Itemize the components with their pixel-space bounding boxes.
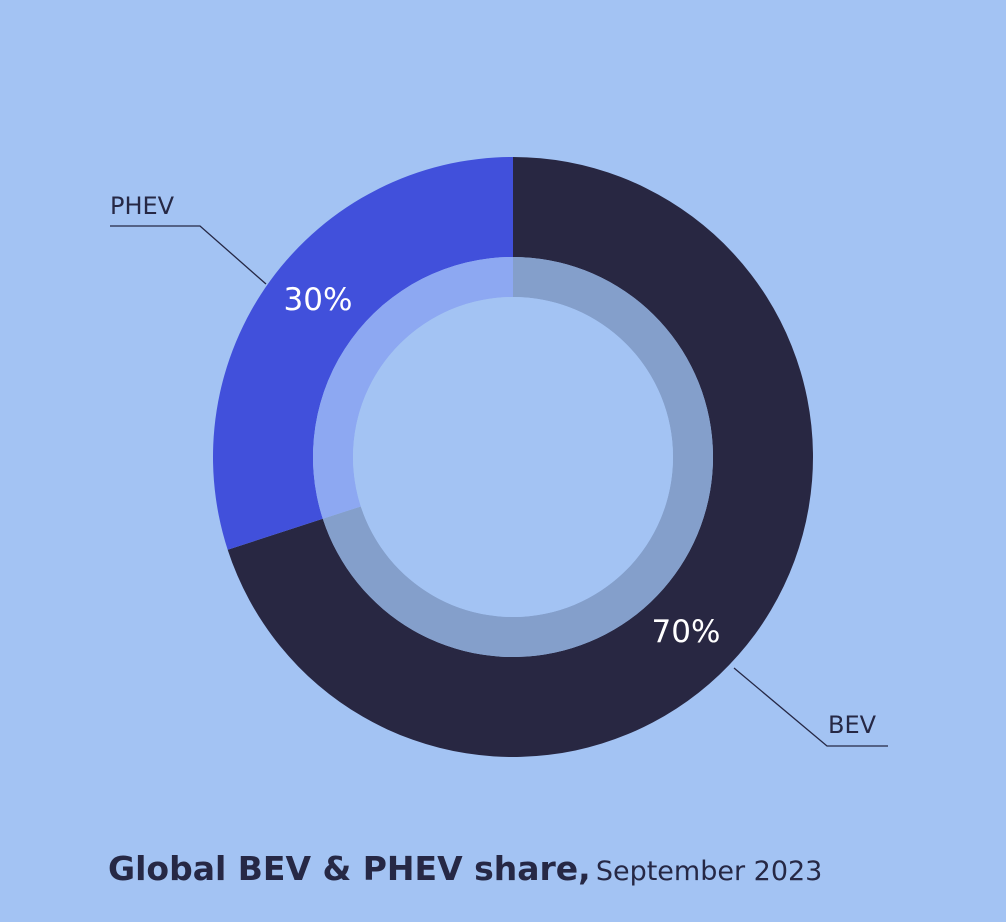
category-label-bev: BEV (828, 711, 877, 739)
slice-bev (227, 157, 814, 757)
slice-labels: 30% 70% PHEV BEV (110, 192, 877, 739)
donut-center-hole (353, 297, 673, 617)
chart-title: Global BEV & PHEV share, (108, 849, 591, 888)
leader-line-phev (110, 225, 267, 285)
leader-lines (110, 225, 888, 747)
outer-ring (212, 157, 814, 757)
chart-subtitle: September 2023 (595, 856, 823, 887)
leader-line-bev (733, 667, 888, 747)
value-label-phev: 30% (284, 282, 353, 318)
value-label-bev: 70% (652, 614, 721, 650)
category-label-phev: PHEV (110, 192, 175, 220)
slice-phev (212, 157, 514, 550)
inner-ring (313, 257, 713, 657)
chart-caption: Global BEV & PHEV share, September 2023 (108, 852, 988, 885)
inner-band-phev (313, 257, 513, 519)
